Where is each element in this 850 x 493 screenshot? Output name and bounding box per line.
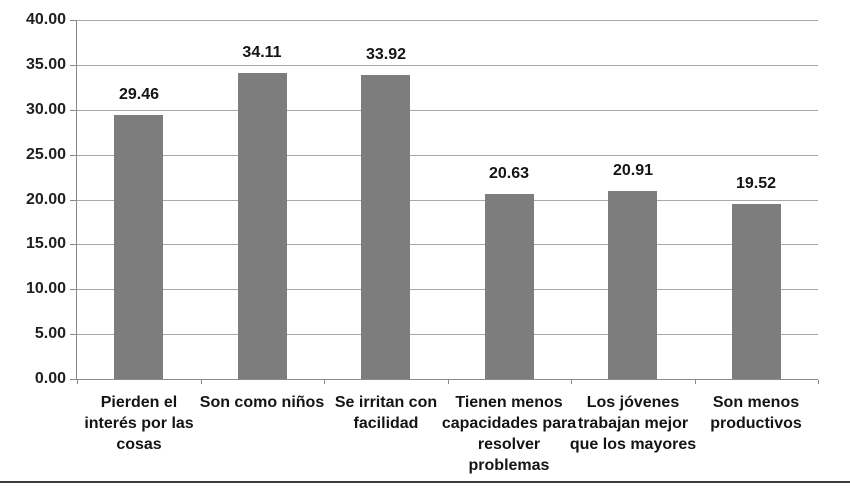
y-axis-tick-label: 15.00 (25, 235, 66, 252)
y-axis-tick-label: 40.00 (25, 11, 66, 28)
gridline (77, 65, 818, 66)
y-axis-tick (70, 244, 77, 245)
bar (608, 191, 657, 379)
bar-value-label: 20.91 (612, 162, 654, 179)
x-axis-tick (77, 380, 78, 384)
y-axis-tick (70, 110, 77, 111)
gridline (77, 20, 818, 21)
gridline (77, 244, 818, 245)
y-axis-tick (70, 200, 77, 201)
gridline (77, 289, 818, 290)
category-label: Son menos productivos (710, 394, 802, 432)
category-label: Se irritan con facilidad (334, 394, 438, 432)
x-axis-tick (818, 380, 819, 384)
bar-value-label: 29.46 (118, 86, 160, 103)
gridline (77, 334, 818, 335)
x-axis-tick (201, 380, 202, 384)
figure-bottom-rule (0, 481, 850, 483)
y-axis-tick-label: 20.00 (25, 191, 66, 208)
bar-value-label: 20.63 (488, 165, 530, 182)
y-axis-tick (70, 334, 77, 335)
bar-value-label: 34.11 (242, 44, 282, 61)
gridline (77, 110, 818, 111)
y-axis-tick-label: 30.00 (25, 101, 66, 118)
y-axis-tick (70, 289, 77, 290)
y-axis-tick (70, 155, 77, 156)
y-axis-tick (70, 379, 77, 380)
y-axis-tick-label: 10.00 (25, 280, 66, 297)
gridline (77, 200, 818, 201)
category-label: Son como niños (199, 394, 325, 411)
bar (485, 194, 534, 379)
bar (732, 204, 781, 379)
y-axis-tick-label: 5.00 (34, 325, 66, 342)
y-axis-tick (70, 20, 77, 21)
x-axis-tick (695, 380, 696, 384)
category-label: Los jóvenes trabajan mejor que los mayor… (569, 394, 697, 453)
y-axis-tick-label: 25.00 (25, 146, 66, 163)
x-axis-tick (448, 380, 449, 384)
category-label: Pierden el interés por las cosas (84, 394, 194, 453)
y-axis-tick-label: 0.00 (34, 370, 66, 387)
bar (114, 115, 163, 379)
gridline (77, 155, 818, 156)
x-axis-tick (324, 380, 325, 384)
y-axis-tick-label: 35.00 (25, 56, 66, 73)
x-axis-tick (571, 380, 572, 384)
y-axis-line (76, 20, 77, 380)
category-label: Tienen menos capacidades para resolver p… (441, 394, 577, 474)
bar-value-label: 33.92 (365, 46, 407, 63)
bar (361, 75, 410, 379)
bar (238, 73, 287, 379)
y-axis-tick (70, 65, 77, 66)
bar-value-label: 19.52 (735, 175, 777, 192)
x-axis-line (76, 379, 818, 380)
